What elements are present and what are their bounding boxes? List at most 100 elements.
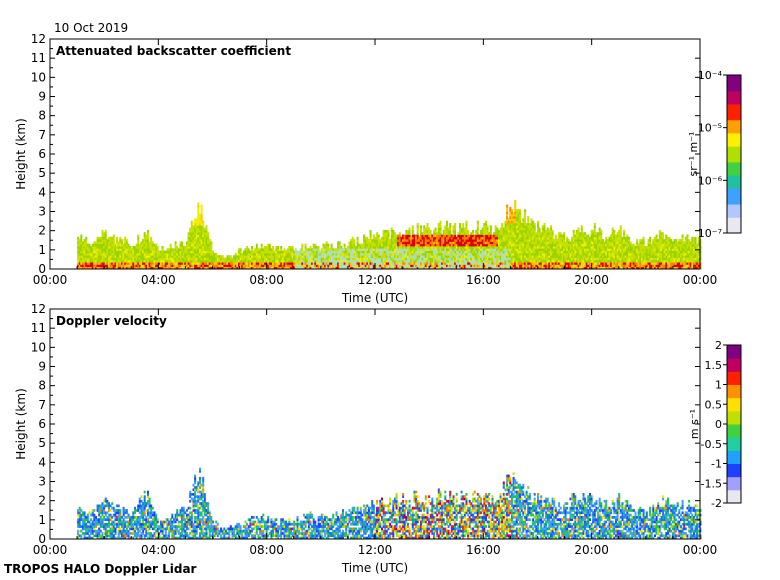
heatmap-cell [197,257,200,261]
heatmap-cell [86,250,89,254]
heatmap-cell [486,248,489,251]
heatmap-cell [174,246,177,249]
heatmap-cell [277,257,279,261]
heatmap-cell [514,259,517,263]
heatmap-cell [382,257,385,261]
heatmap-cell [264,250,266,254]
heatmap-cell [197,246,200,249]
heatmap-cell [265,246,268,249]
heatmap-cell [476,227,479,231]
heatmap-cell [143,252,146,256]
heatmap-cell [506,257,509,261]
heatmap-cell [117,246,120,249]
heatmap-cell [402,236,405,240]
heatmap-cell [376,241,379,245]
heatmap-cell [389,262,392,265]
heatmap-cell [254,266,257,270]
heatmap-cell [452,259,455,263]
heatmap-cell [164,250,167,254]
heatmap-cell [161,248,164,251]
heatmap-cell [423,248,426,251]
heatmap-cell [285,266,288,270]
heatmap-cell [394,241,396,245]
heatmap-cell [522,252,525,256]
heatmap-cell [449,223,452,226]
heatmap-cell [486,225,489,228]
heatmap-cell [446,227,448,231]
heatmap-cell [371,246,374,249]
heatmap-cell [124,255,127,258]
heatmap-cell [316,252,318,256]
heatmap-cell [480,262,483,265]
heatmap-cell [340,264,343,268]
heatmap-cell [392,257,395,261]
heatmap-cell [514,206,517,210]
heatmap-cell [151,252,154,256]
heatmap-cell [498,255,500,258]
heatmap-cell [385,259,388,263]
heatmap-cell [496,246,499,249]
heatmap-cell [78,264,81,268]
heatmap-cell [153,243,156,247]
heatmap-cell [499,248,502,251]
heatmap-cell [501,223,504,226]
heatmap-cell [407,262,409,265]
heatmap-cell [522,257,525,261]
heatmap-cell [580,227,583,231]
heatmap-cell [158,264,161,268]
heatmap-cell [301,243,304,247]
heatmap-cell [444,255,447,258]
heatmap-cell [106,248,109,251]
heatmap-cell [504,234,507,238]
heatmap-cell [179,259,182,263]
heatmap-cell [301,264,304,268]
heatmap-cell [454,250,457,254]
heatmap-cell [384,243,387,247]
heatmap-cell [460,257,463,261]
heatmap-cell [283,250,286,254]
heatmap-cell [264,262,266,265]
heatmap-cell [376,252,379,256]
heatmap-cell [454,248,457,251]
heatmap-cell [259,250,262,254]
heatmap-cell [140,264,143,268]
heatmap-cell [472,255,474,258]
heatmap-cell [376,234,379,238]
heatmap-cell [403,239,406,242]
heatmap-cell [358,257,361,261]
heatmap-cell [473,248,476,251]
heatmap-cell [343,266,346,270]
heatmap-cell [509,239,512,242]
heatmap-cell [459,225,461,228]
heatmap-cell [446,264,448,268]
heatmap-cell [455,248,458,251]
heatmap-cell [342,248,344,251]
heatmap-cell [270,248,273,251]
heatmap-cell [194,259,197,263]
heatmap-cell [501,227,504,231]
heatmap-cell [199,232,201,235]
heatmap-cell [127,246,130,249]
heatmap-cell [124,246,127,249]
heatmap-cell [385,239,388,242]
heatmap-cell [104,236,107,240]
heatmap-cell [554,234,557,238]
heatmap-cell [413,236,416,240]
heatmap-cell [312,257,315,261]
heatmap-cell [392,266,395,270]
heatmap-cell [413,241,416,245]
heatmap-cell [291,246,294,249]
heatmap-cell [472,229,474,233]
heatmap-cell [421,236,424,240]
heatmap-cell [101,266,104,270]
heatmap-cell [467,243,470,247]
heatmap-cell [208,266,211,270]
heatmap-cell [515,223,518,226]
heatmap-cell [121,257,123,261]
heatmap-cell [96,266,99,270]
heatmap-cell [111,262,114,265]
heatmap-cell [387,250,390,254]
heatmap-cell [156,250,159,254]
heatmap-cell [408,259,411,263]
heatmap-cell [520,257,523,261]
